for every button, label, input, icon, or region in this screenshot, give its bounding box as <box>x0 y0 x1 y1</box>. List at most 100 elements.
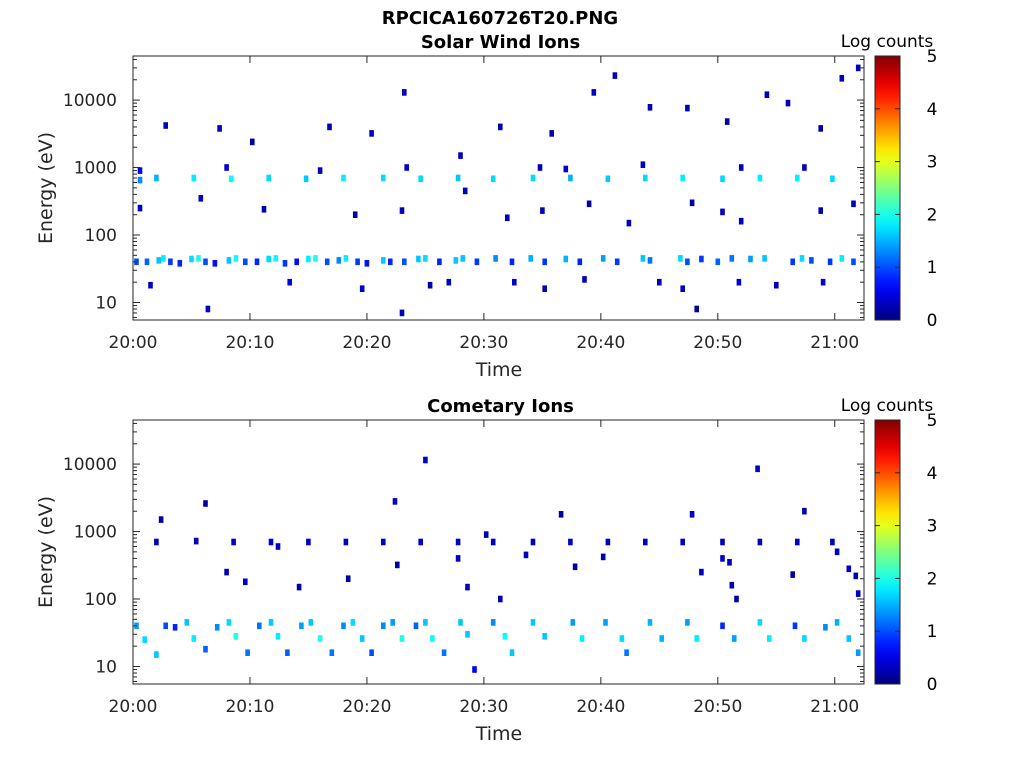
data-cell <box>381 257 386 264</box>
data-cell <box>343 255 349 262</box>
data-cell <box>472 666 477 673</box>
x-tick-label: 20:00 <box>109 333 158 353</box>
colorbar-tick-label: 1 <box>927 258 938 278</box>
data-cell <box>818 207 823 214</box>
data-cell <box>818 125 823 132</box>
colorbar-label: Log counts <box>841 396 934 416</box>
data-cell <box>846 635 852 642</box>
x-tick-label: 20:50 <box>693 697 742 717</box>
data-cell <box>224 568 229 576</box>
data-cell <box>502 633 508 640</box>
data-cell <box>830 175 835 183</box>
data-cell <box>586 200 592 208</box>
data-cell <box>285 649 290 656</box>
data-cell <box>643 174 648 182</box>
data-cell <box>846 565 852 573</box>
data-cell <box>390 619 395 626</box>
data-cell <box>699 568 704 576</box>
data-cell <box>453 257 459 264</box>
data-cell <box>345 575 351 582</box>
data-cell <box>381 622 386 630</box>
data-cell <box>148 281 153 289</box>
data-cell <box>530 619 536 626</box>
x-tick-label: 20:20 <box>342 333 391 353</box>
data-cell <box>294 258 299 266</box>
data-cell <box>605 175 611 183</box>
data-cell <box>228 175 234 183</box>
data-cell <box>287 278 292 286</box>
data-cell <box>736 278 742 286</box>
data-cell <box>465 583 470 591</box>
data-cell <box>399 207 405 214</box>
data-cell <box>343 538 349 546</box>
x-axis-label: Time <box>475 359 523 381</box>
y-tick-label: 100 <box>85 590 117 610</box>
figure-title: RPCICA160726T20.PNG <box>382 8 618 29</box>
colorbar <box>874 419 901 685</box>
data-cell <box>214 624 220 631</box>
data-cell <box>261 206 267 213</box>
data-cell <box>268 538 274 546</box>
data-cell <box>217 125 222 132</box>
data-cell <box>418 538 423 546</box>
data-cell <box>226 619 232 626</box>
data-cell <box>231 538 236 546</box>
data-cell <box>350 619 356 626</box>
colorbar-tick-label: 4 <box>927 464 938 484</box>
data-cell <box>163 122 168 129</box>
data-cell <box>619 635 625 642</box>
data-cell <box>727 559 732 566</box>
data-cell <box>855 64 861 72</box>
data-cell <box>790 258 795 266</box>
data-cell <box>402 89 407 96</box>
data-cell <box>402 258 407 266</box>
x-tick-label: 20:10 <box>225 333 274 353</box>
y-tick-label: 10 <box>95 657 117 677</box>
data-cell <box>154 174 159 182</box>
data-cell <box>839 75 845 82</box>
panel-title: Cometary Ions <box>427 396 574 417</box>
data-cell <box>177 260 183 267</box>
colorbar-tick-label: 2 <box>927 205 938 225</box>
data-cell <box>156 257 161 264</box>
data-cell <box>579 635 585 642</box>
data-cell <box>336 257 342 264</box>
data-cell <box>823 624 828 631</box>
data-cell <box>161 255 166 262</box>
data-cell <box>198 195 204 202</box>
data-cell <box>465 631 470 638</box>
data-cell <box>364 260 370 267</box>
data-cell <box>720 175 725 183</box>
data-cell <box>694 305 699 313</box>
data-cell <box>731 635 737 642</box>
data-cell <box>205 305 211 313</box>
data-cell <box>388 258 393 266</box>
data-cell <box>317 167 323 174</box>
data-cell <box>748 255 753 263</box>
colorbar-tick-label: 5 <box>927 411 938 431</box>
data-cell <box>243 578 248 586</box>
data-cell <box>570 619 576 626</box>
data-cell <box>715 258 721 266</box>
data-cell <box>329 649 335 656</box>
data-cell <box>802 507 807 515</box>
data-cell <box>834 619 840 626</box>
data-cell <box>729 255 735 262</box>
data-cell <box>851 258 856 266</box>
data-cell <box>483 531 489 538</box>
data-cell <box>341 174 346 182</box>
data-cell <box>851 200 856 208</box>
data-cell <box>324 258 330 266</box>
data-cell <box>455 174 461 182</box>
data-cell <box>203 500 208 507</box>
data-cell <box>764 91 770 98</box>
data-cell <box>755 465 760 473</box>
data-cell <box>799 255 805 262</box>
data-cell <box>694 635 699 642</box>
data-cell <box>738 217 744 225</box>
data-cell <box>572 563 578 571</box>
data-cell <box>640 161 646 168</box>
colorbar <box>874 55 901 321</box>
data-cell <box>381 174 386 182</box>
